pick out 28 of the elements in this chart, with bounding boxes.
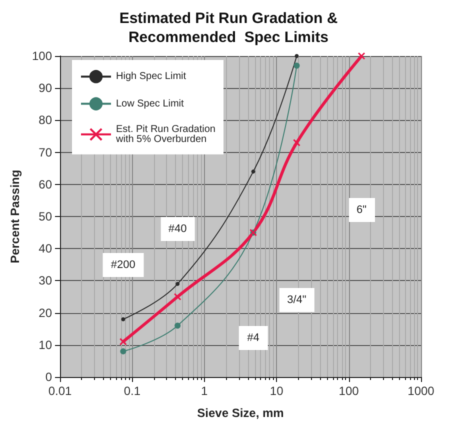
y-tick-label: 10	[38, 338, 52, 352]
y-tick-label: 100	[32, 49, 52, 63]
y-tick-label: 40	[38, 242, 52, 256]
x-tick-label: 0.01	[48, 384, 72, 398]
y-tick-label: 90	[38, 81, 52, 96]
x-tick-label: 100	[338, 384, 360, 398]
y-tick-label: 20	[38, 306, 52, 320]
x-tick-label: 0.1	[124, 384, 141, 398]
x-tick-label: 10	[270, 384, 284, 398]
annotation: 6"	[348, 198, 375, 222]
y-axis-title: Percent Passing	[8, 170, 22, 264]
x-axis-title: Sieve Size, mm	[197, 406, 284, 420]
x-tick-label: 1	[201, 384, 208, 398]
legend-label: Est. Pit Run Gradation with 5% Overburden	[115, 124, 216, 145]
y-tick-label: 80	[38, 113, 52, 128]
chart-title: Estimated Pit Run Gradation & Recommended Spec Limits	[119, 10, 338, 46]
annotation: #40	[160, 217, 195, 242]
legend-label: Low Spec Limit	[116, 98, 184, 110]
x-tick-label: 1000	[408, 384, 435, 398]
annotation: 3/4"	[279, 288, 314, 312]
y-tick-label: 30	[38, 274, 52, 288]
y-tick-label: 60	[38, 177, 52, 192]
annotation: #4	[239, 326, 268, 350]
y-tick-label: 70	[38, 145, 52, 160]
y-tick-label: 50	[38, 210, 52, 224]
annotation: #200	[102, 252, 144, 277]
legend-label: High Spec Limit	[116, 71, 186, 82]
y-tick-label: 0	[45, 370, 52, 384]
